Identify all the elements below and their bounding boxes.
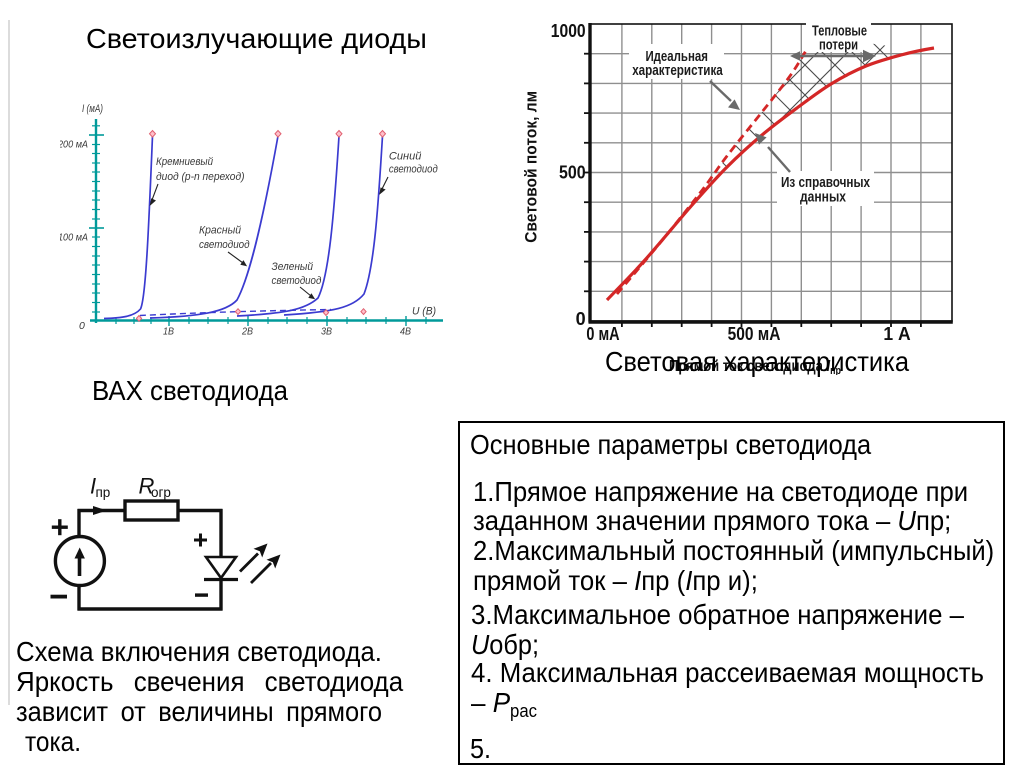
svg-text:Идеальная: Идеальная (645, 48, 708, 65)
svg-text:потери: потери (819, 37, 858, 54)
svg-text:3В: 3В (321, 326, 332, 338)
svg-text:светодиод: светодиод (272, 275, 322, 287)
svg-text:Прямой ток светодиода Iпр: Прямой ток светодиода Iпр (669, 358, 841, 375)
svg-text:Красный: Красный (199, 225, 241, 237)
svg-text:100 мА: 100 мА (60, 232, 88, 244)
svg-text:пр: пр (96, 485, 111, 500)
svg-text:Синий: Синий (389, 151, 422, 163)
svg-text:1В: 1В (163, 326, 174, 338)
svg-text:характеристика: характеристика (632, 62, 723, 79)
svg-text:светодиод: светодиод (199, 239, 250, 251)
svg-text:Зеленый: Зеленый (272, 261, 314, 273)
svg-text:2В: 2В (241, 326, 253, 338)
svg-text:Кремниевый: Кремниевый (156, 156, 213, 168)
svg-text:Из справочных: Из справочных (781, 174, 871, 191)
svg-text:U (В): U (В) (412, 306, 436, 318)
svg-text:0: 0 (79, 320, 85, 332)
svg-text:0 мА: 0 мА (586, 324, 619, 344)
svg-text:200 мА: 200 мА (60, 139, 88, 151)
svg-text:Световой поток, лм: Световой поток, лм (521, 91, 540, 243)
svg-text:1 А: 1 А (883, 324, 910, 344)
svg-text:R: R (139, 474, 155, 499)
svg-text:1000: 1000 (551, 21, 586, 41)
svg-text:данных: данных (800, 189, 847, 206)
svg-text:500: 500 (559, 163, 586, 183)
svg-text:огр: огр (151, 485, 171, 500)
svg-text:4В: 4В (400, 326, 411, 338)
svg-text:500 мА: 500 мА (728, 324, 781, 344)
svg-text:I (мА): I (мА) (82, 103, 103, 115)
svg-text:0: 0 (576, 309, 586, 329)
svg-text:I: I (90, 474, 96, 499)
svg-text:светодиод: светодиод (389, 163, 438, 175)
svg-text:Тепловые: Тепловые (812, 23, 867, 40)
svg-text:диод (p-n переход): диод (p-n переход) (156, 171, 245, 183)
